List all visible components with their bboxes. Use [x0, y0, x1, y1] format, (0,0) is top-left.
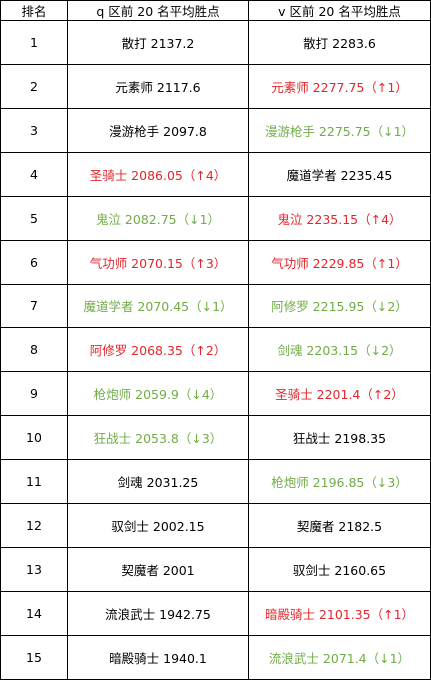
score-cell: 魔道学者 2070.45（↓1）	[67, 283, 249, 329]
rank-cell: 13	[0, 547, 68, 592]
score-cell: 漫游枪手 2275.75（↓1）	[248, 107, 431, 153]
table-row: 15 暗殿骑士 1940.1 流浪武士 2071.4（↓1）	[0, 634, 431, 681]
score-cell: 契魔者 2001	[67, 547, 249, 592]
rank-cell: 8	[0, 327, 68, 373]
rank-cell: 11	[0, 459, 68, 505]
rank-cell: 3	[0, 107, 68, 153]
table-row: 5 鬼泣 2082.75（↓1） 鬼泣 2235.15（↑4）	[0, 195, 431, 241]
score-cell: 枪炮师 2196.85（↓3）	[248, 459, 431, 505]
score-cell: 剑魂 2203.15（↓2）	[248, 327, 431, 373]
score-cell: 魔道学者 2235.45	[248, 151, 431, 197]
table-row: 10 狂战士 2053.8（↓3） 狂战士 2198.35	[0, 415, 431, 461]
score-cell: 流浪武士 1942.75	[67, 590, 249, 636]
score-cell: 流浪武士 2071.4（↓1）	[248, 634, 431, 681]
table-row: 2 元素师 2117.6 元素师 2277.75（↑1）	[0, 63, 431, 109]
score-cell: 鬼泣 2235.15（↑4）	[248, 195, 431, 241]
score-cell: 气功师 2070.15（↑3）	[67, 239, 249, 285]
table-row: 1 散打 2137.2 散打 2283.6	[0, 20, 431, 65]
rank-cell: 5	[0, 195, 68, 241]
score-cell: 剑魂 2031.25	[67, 459, 249, 505]
header-row: 排名 q 区前 20 名平均胜点 v 区前 20 名平均胜点	[0, 0, 431, 21]
score-cell: 驭剑士 2002.15	[67, 503, 249, 549]
score-cell: 阿修罗 2215.95（↓2）	[248, 283, 431, 329]
rank-cell: 15	[0, 634, 68, 681]
score-cell: 契魔者 2182.5	[248, 503, 431, 549]
score-cell: 圣骑士 2086.05（↑4）	[67, 151, 249, 197]
score-cell: 狂战士 2053.8（↓3）	[67, 415, 249, 461]
score-cell: 圣骑士 2201.4（↑2）	[248, 371, 431, 417]
rank-cell: 6	[0, 239, 68, 285]
score-cell: 暗殿骑士 1940.1	[67, 634, 249, 681]
score-cell: 气功师 2229.85（↑1）	[248, 239, 431, 285]
table-row: 8 阿修罗 2068.35（↑2） 剑魂 2203.15（↓2）	[0, 327, 431, 373]
score-cell: 暗殿骑士 2101.35（↑1）	[248, 590, 431, 636]
rank-cell: 4	[0, 151, 68, 197]
table-row: 12 驭剑士 2002.15 契魔者 2182.5	[0, 503, 431, 549]
rank-cell: 9	[0, 371, 68, 417]
rank-cell: 1	[0, 20, 68, 65]
score-cell: 元素师 2277.75（↑1）	[248, 63, 431, 109]
score-cell: 驭剑士 2160.65	[248, 547, 431, 592]
score-cell: 阿修罗 2068.35（↑2）	[67, 327, 249, 373]
rank-cell: 14	[0, 590, 68, 636]
table-row: 11 剑魂 2031.25 枪炮师 2196.85（↓3）	[0, 459, 431, 505]
header-cell: v 区前 20 名平均胜点	[248, 0, 431, 21]
score-cell: 元素师 2117.6	[67, 63, 249, 109]
score-cell: 散打 2283.6	[248, 20, 431, 65]
table-row: 13 契魔者 2001 驭剑士 2160.65	[0, 547, 431, 592]
table-row: 7 魔道学者 2070.45（↓1） 阿修罗 2215.95（↓2）	[0, 283, 431, 329]
score-cell: 枪炮师 2059.9（↓4）	[67, 371, 249, 417]
table-row: 9 枪炮师 2059.9（↓4） 圣骑士 2201.4（↑2）	[0, 371, 431, 417]
header-cell: q 区前 20 名平均胜点	[67, 0, 249, 21]
rank-cell: 2	[0, 63, 68, 109]
score-cell: 鬼泣 2082.75（↓1）	[67, 195, 249, 241]
table-row: 3 漫游枪手 2097.8 漫游枪手 2275.75（↓1）	[0, 107, 431, 153]
score-cell: 漫游枪手 2097.8	[67, 107, 249, 153]
table-row: 14 流浪武士 1942.75 暗殿骑士 2101.35（↑1）	[0, 590, 431, 636]
rank-cell: 12	[0, 503, 68, 549]
score-cell: 散打 2137.2	[67, 20, 249, 65]
table-row: 6 气功师 2070.15（↑3） 气功师 2229.85（↑1）	[0, 239, 431, 285]
header-cell: 排名	[0, 0, 68, 21]
rank-cell: 10	[0, 415, 68, 461]
score-cell: 狂战士 2198.35	[248, 415, 431, 461]
rank-cell: 7	[0, 283, 68, 329]
table-row: 4 圣骑士 2086.05（↑4） 魔道学者 2235.45	[0, 151, 431, 197]
